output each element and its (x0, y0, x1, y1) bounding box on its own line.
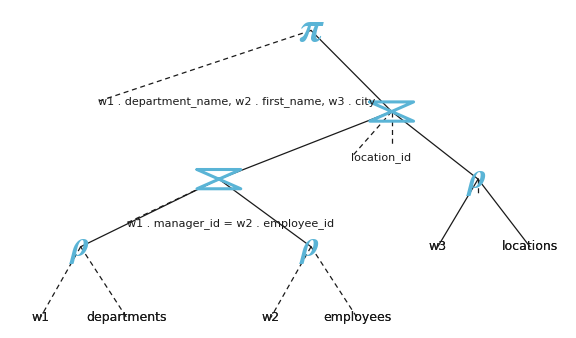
Text: ρ: ρ (71, 230, 90, 264)
Text: w1 . department_name, w2 . first_name, w3 . city: w1 . department_name, w2 . first_name, w… (98, 96, 376, 107)
Text: departments: departments (86, 311, 167, 324)
Text: ρ: ρ (302, 230, 320, 264)
Text: w1: w1 (31, 311, 50, 324)
Text: w1 . manager_id = w2 . employee_id: w1 . manager_id = w2 . employee_id (127, 218, 334, 228)
Text: w3: w3 (429, 240, 447, 253)
Text: location_id: location_id (351, 152, 411, 163)
Text: w3: w3 (429, 240, 447, 253)
Text: w1: w1 (31, 311, 50, 324)
Text: employees: employees (323, 311, 391, 324)
Text: locations: locations (502, 240, 558, 253)
Text: ρ: ρ (469, 162, 487, 196)
Text: locations: locations (502, 240, 558, 253)
Text: w2: w2 (262, 311, 280, 324)
Text: departments: departments (86, 311, 167, 324)
Text: π: π (300, 11, 323, 50)
Text: employees: employees (323, 311, 391, 324)
Text: w2: w2 (262, 311, 280, 324)
